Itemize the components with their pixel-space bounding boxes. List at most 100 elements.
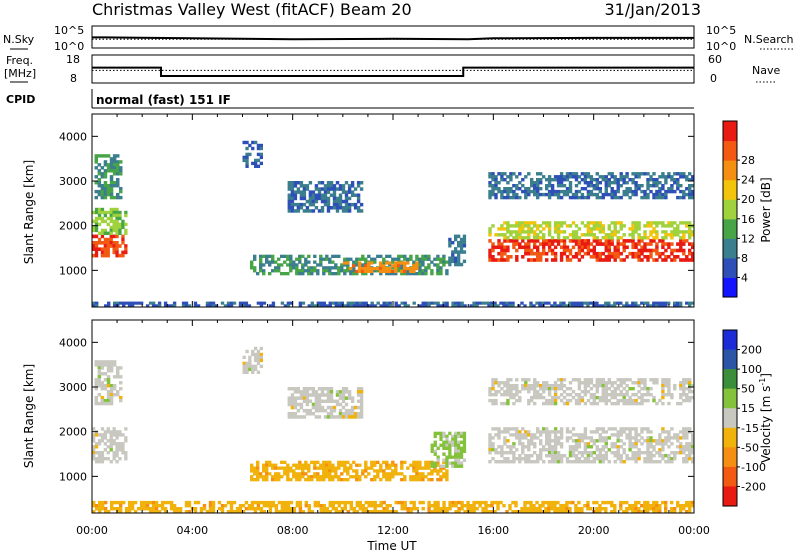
heatmap-cell-5	[448, 431, 452, 436]
heatmap-cell-6	[598, 427, 602, 431]
heatmap-cell-8	[664, 507, 668, 511]
heatmap-cell-4	[337, 466, 341, 470]
heatmap-cell-0	[92, 241, 96, 245]
heatmap-cell-0	[109, 445, 113, 449]
heatmap-cell-8	[448, 504, 452, 508]
heatmap-cell-8	[658, 510, 662, 514]
heatmap-cell-10	[488, 192, 492, 197]
heatmap-cell-1	[115, 210, 119, 215]
heatmap-cell-10	[518, 172, 522, 176]
heatmap-cell-7	[565, 387, 570, 391]
heatmap-cell-7	[625, 398, 629, 403]
heatmap-cell-1	[103, 387, 108, 391]
heatmap-cell-9	[589, 221, 594, 225]
velocity-colorbar-swatch	[723, 330, 737, 351]
heatmap-cell-3	[356, 390, 361, 394]
heatmap-cell-8	[229, 500, 234, 505]
heatmap-cell-8	[151, 510, 156, 514]
heatmap-cell-4	[316, 475, 320, 479]
heatmap-cell-9	[688, 221, 692, 225]
heatmap-cell-8	[343, 500, 347, 505]
velocity-ytick-label: 4000	[59, 336, 87, 349]
heatmap-cell-9	[616, 236, 620, 240]
heatmap-cell-6	[583, 457, 588, 461]
heatmap-cell-7	[506, 401, 510, 406]
heatmap-cell-8	[283, 500, 288, 505]
heatmap-cell-6	[628, 430, 632, 434]
heatmap-cell-5	[352, 272, 356, 276]
heatmap-cell-7	[515, 384, 519, 388]
heatmap-cell-9	[571, 236, 576, 240]
heatmap-cell-8	[574, 242, 579, 246]
heatmap-cell-0	[97, 241, 102, 245]
heatmap-cell-2	[242, 367, 246, 372]
heatmap-cell-8	[529, 504, 533, 508]
heatmap-cell-5	[280, 272, 284, 276]
velocity-colorbar-swatch	[723, 349, 737, 370]
heatmap-cell-6	[601, 448, 605, 452]
heatmap-cell-5	[454, 461, 458, 465]
heatmap-cell-3	[344, 412, 349, 416]
heatmap-cell-10	[637, 187, 641, 191]
heatmap-cell-1	[112, 384, 117, 388]
heatmap-cell-8	[113, 507, 117, 511]
heatmap-cell-5	[415, 272, 419, 276]
heatmap-cell-11	[298, 301, 303, 305]
heatmap-cell-8	[379, 510, 383, 514]
heatmap-cell-10	[604, 192, 608, 197]
heatmap-cell-0	[97, 237, 102, 242]
heatmap-cell-10	[622, 178, 626, 182]
heatmap-cell-9	[500, 224, 504, 228]
heatmap-cell-5	[462, 437, 467, 441]
heatmap-cell-8	[256, 507, 261, 511]
heatmap-cell-8	[139, 504, 144, 508]
heatmap-cell-8	[613, 258, 617, 262]
heatmap-cell-8	[403, 507, 407, 511]
heatmap-cell-3	[299, 402, 304, 407]
heatmap-cell-11	[226, 301, 231, 305]
heatmap-cell-2	[103, 192, 108, 197]
heatmap-cell-7	[670, 393, 674, 397]
heatmap-cell-3	[347, 396, 352, 400]
heatmap-cell-2	[103, 169, 108, 173]
heatmap-cell-8	[250, 504, 255, 508]
heatmap-cell-9	[649, 230, 653, 234]
x-axis-ticks: 00:00 04:00 08:00 12:00 16:00 20:00 00:00	[76, 524, 710, 537]
heatmap-cell-5	[409, 257, 413, 261]
heatmap-cell-3	[323, 408, 328, 413]
heatmap-cell-7	[503, 384, 507, 388]
heatmap-cell-2	[248, 355, 252, 360]
heatmap-cell-10	[682, 172, 686, 176]
heatmap-cell-5	[325, 266, 329, 270]
heatmap-cell-10	[547, 181, 552, 185]
heatmap-cell-8	[454, 504, 458, 508]
heatmap-cell-5	[430, 269, 434, 273]
heatmap-cell-11	[322, 304, 326, 308]
heatmap-cell-7	[601, 384, 605, 388]
heatmap-cell-6	[574, 445, 579, 449]
heatmap-cell-9	[664, 224, 668, 228]
heatmap-cell-1	[124, 231, 128, 235]
heatmap-cell-11	[148, 301, 153, 305]
heatmap-cell-6	[527, 430, 531, 434]
heatmap-cell-0	[106, 451, 110, 455]
heatmap-cell-5	[448, 452, 452, 456]
heatmap-cell-0	[106, 247, 110, 251]
heatmap-cell-4	[307, 466, 311, 470]
heatmap-cell-10	[553, 175, 558, 179]
heatmap-cell-8	[101, 500, 105, 505]
heatmap-cell-10	[503, 187, 507, 191]
heatmap-cell-5	[370, 257, 374, 261]
heatmap-cell-5	[298, 269, 302, 273]
heatmap-cell-6	[661, 448, 665, 452]
heatmap-cell-11	[172, 304, 177, 308]
heatmap-cell-9	[652, 230, 656, 234]
heatmap-cell-1	[109, 228, 113, 233]
heatmap-cell-0	[112, 442, 116, 446]
heatmap-cell-8	[685, 500, 689, 505]
heatmap-cell-1	[109, 363, 114, 367]
heatmap-cell-6	[503, 442, 507, 446]
heatmap-cell-11	[226, 304, 231, 308]
heatmap-cell-9	[631, 224, 635, 228]
heatmap-cell-8	[301, 510, 306, 514]
